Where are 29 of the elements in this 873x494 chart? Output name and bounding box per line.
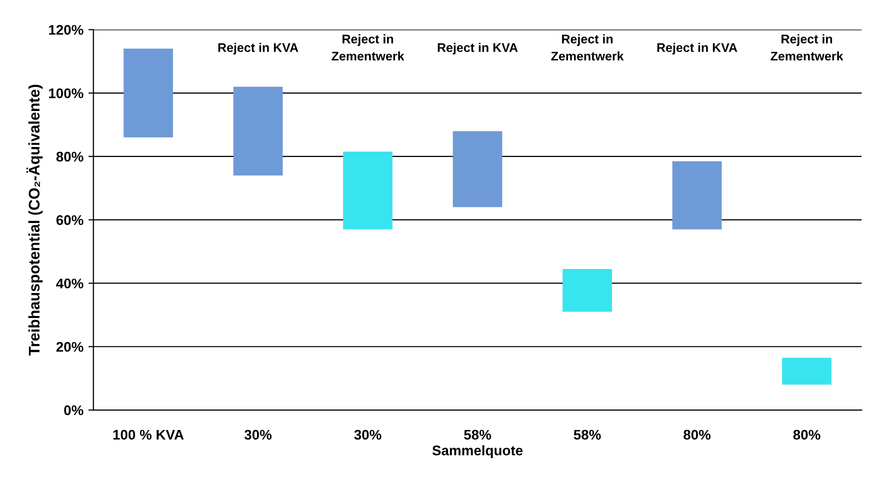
x-tick-label: 80% xyxy=(684,430,711,440)
x-tick-label: 80% xyxy=(793,430,820,440)
y-tick-label: 20% xyxy=(56,342,84,352)
y-tick-label: 120% xyxy=(49,24,84,35)
bar xyxy=(452,131,502,208)
y-tick-label: 60% xyxy=(56,215,84,225)
x-tick-label: 58% xyxy=(464,430,492,440)
y-tick-label: 100% xyxy=(49,88,84,98)
x-tick-label: 30% xyxy=(244,430,272,440)
y-axis-title: Treibhauspotential (CO₂-Äquivalente) xyxy=(26,84,43,356)
x-tick-label: 30% xyxy=(354,430,382,440)
annotation: Reject in Zementwerk xyxy=(551,34,624,61)
annotation: Reject in Zementwerk xyxy=(332,34,404,61)
x-tick-label: 58% xyxy=(574,430,601,440)
bar xyxy=(343,152,392,230)
y-tick-label: 0% xyxy=(64,405,84,416)
annotation: Reject in KVA xyxy=(218,42,298,54)
bar xyxy=(124,48,173,138)
x-tick-label: 100 % KVA xyxy=(113,430,184,440)
x-axis-title: Sammelquote xyxy=(432,445,523,458)
bar xyxy=(782,358,832,385)
annotation: Reject in KVA xyxy=(438,42,518,54)
bar xyxy=(233,86,283,176)
bar xyxy=(672,161,722,230)
y-tick-label: 40% xyxy=(56,278,84,288)
annotation: Reject in KVA xyxy=(657,42,738,54)
y-tick-label: 80% xyxy=(56,152,84,162)
annotation: Reject in Zementwerk xyxy=(770,34,844,61)
bar xyxy=(562,268,612,312)
